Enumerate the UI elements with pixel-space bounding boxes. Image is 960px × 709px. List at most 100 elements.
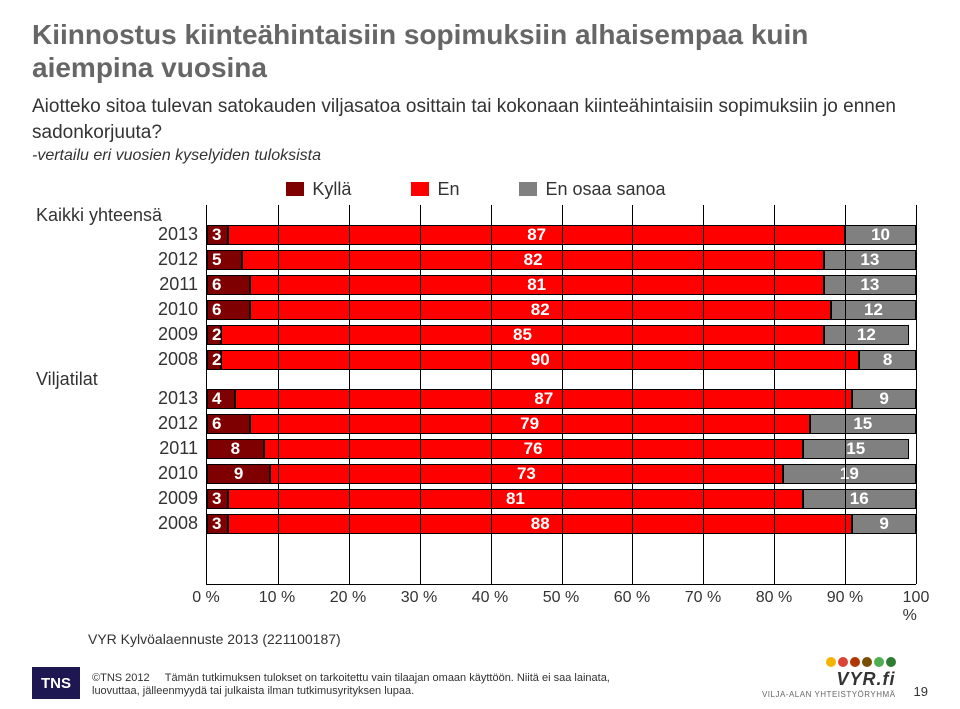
grid-line [632, 205, 633, 584]
grid-line [562, 205, 563, 584]
legend-item: En [411, 179, 459, 200]
group-label: Kaikki yhteensä [36, 205, 162, 226]
bar-value: 73 [517, 464, 536, 484]
row-label: 2008 [158, 349, 198, 370]
vyr-dot-icon [826, 657, 836, 667]
bar-segment: 3 [207, 514, 228, 534]
bar-value: 5 [212, 250, 221, 270]
legend-item: Kyllä [286, 179, 351, 200]
x-tick-label: 40 % [472, 589, 508, 607]
grid-line [916, 205, 917, 584]
bar-value: 82 [524, 250, 543, 270]
bar-segment: 13 [824, 275, 916, 295]
row-label: 2010 [158, 299, 198, 320]
row-label: 2011 [159, 274, 198, 295]
x-tick-label: 0 % [192, 589, 220, 607]
grid-line [774, 205, 775, 584]
legend-label: Kyllä [312, 179, 351, 200]
bar-value: 15 [853, 414, 872, 434]
bar-value: 3 [212, 225, 221, 245]
x-tick-label: 10 % [259, 589, 295, 607]
x-tick-label: 90 % [827, 589, 863, 607]
bar-segment: 6 [207, 414, 250, 434]
bar-segment: 82 [242, 250, 823, 270]
row-label: 2009 [158, 488, 198, 509]
bar-segment: 81 [250, 275, 824, 295]
bar-value: 87 [534, 389, 553, 409]
bar-segment: 12 [824, 325, 909, 345]
bar-value: 12 [864, 300, 883, 320]
bar-value: 90 [531, 350, 550, 370]
bar-segment: 88 [228, 514, 852, 534]
x-tick-label: 80 % [756, 589, 792, 607]
bar-value: 82 [531, 300, 550, 320]
row-label: 2009 [158, 324, 198, 345]
row-label: 2012 [158, 249, 198, 270]
row-label: 2008 [158, 513, 198, 534]
bar-segment: 3 [207, 225, 228, 245]
grid-line [703, 205, 704, 584]
legend-swatch [519, 182, 537, 196]
vyr-logo: VYR.fi VILJA-ALAN YHTEISTYÖRYHMÄ [762, 657, 896, 699]
x-tick-label: 100 % [903, 589, 930, 625]
x-tick-label: 70 % [685, 589, 721, 607]
chart-x-axis: 0 %10 %20 %30 %40 %50 %60 %70 %80 %90 %1… [206, 585, 916, 613]
vyr-dot-icon [886, 657, 896, 667]
vyr-dot-icon [862, 657, 872, 667]
footer-copyright-block: ©TNS 2012 Tämän tutkimuksen tulokset on … [92, 672, 612, 700]
stacked-bar-chart: KylläEnEn osaa sanoa Kaikki yhteensä2013… [36, 173, 916, 613]
row-label: 2012 [158, 413, 198, 434]
row-label: 2013 [158, 388, 198, 409]
bar-segment: 81 [228, 489, 802, 509]
bar-value: 15 [846, 439, 865, 459]
page-subtitle: Aiotteko sitoa tulevan satokauden viljas… [32, 94, 912, 145]
bar-value: 6 [212, 414, 221, 434]
group-label: Viljatilat [36, 369, 98, 390]
bar-segment: 4 [207, 389, 235, 409]
bar-value: 10 [871, 225, 890, 245]
vyr-logo-text: VYR.fi [762, 669, 896, 690]
bar-segment: 76 [264, 439, 803, 459]
x-tick-label: 60 % [614, 589, 650, 607]
vyr-dot-icon [874, 657, 884, 667]
bar-segment: 10 [845, 225, 916, 245]
bar-value: 4 [212, 389, 221, 409]
grid-line [420, 205, 421, 584]
bar-value: 3 [212, 514, 221, 534]
bar-value: 13 [860, 250, 879, 270]
grid-line [845, 205, 846, 584]
legend-swatch [286, 182, 304, 196]
bar-segment: 15 [803, 439, 909, 459]
bar-segment: 5 [207, 250, 242, 270]
footer-disclaimer: Tämän tutkimuksen tulokset on tarkoitett… [92, 672, 610, 698]
bar-segment: 12 [831, 300, 916, 320]
chart-legend: KylläEnEn osaa sanoa [36, 173, 916, 205]
bar-value: 16 [850, 489, 869, 509]
bar-segment: 8 [207, 439, 264, 459]
row-label: 2010 [158, 463, 198, 484]
bar-segment: 8 [859, 350, 916, 370]
bar-value: 85 [513, 325, 532, 345]
bar-segment: 87 [228, 225, 845, 245]
bar-value: 2 [212, 350, 221, 370]
chart-note: -vertailu eri vuosien kyselyiden tuloksi… [32, 147, 928, 165]
footer-row: TNS ©TNS 2012 Tämän tutkimuksen tulokset… [32, 657, 928, 699]
bar-value: 6 [212, 275, 221, 295]
bar-segment: 2 [207, 350, 221, 370]
bar-segment: 79 [250, 414, 810, 434]
bar-value: 6 [212, 300, 221, 320]
row-label: 2013 [158, 224, 198, 245]
grid-line [491, 205, 492, 584]
bar-value: 3 [212, 489, 221, 509]
bar-value: 9 [879, 514, 888, 534]
bar-value: 2 [212, 325, 221, 345]
bar-segment: 87 [235, 389, 852, 409]
bar-segment: 15 [810, 414, 916, 434]
legend-swatch [411, 182, 429, 196]
bar-segment: 85 [221, 325, 824, 345]
vyr-dot-icon [838, 657, 848, 667]
bar-value: 88 [531, 514, 550, 534]
page-root: Kiinnostus kiinteähintaisiin sopimuksiin… [0, 0, 960, 709]
bar-segment: 73 [270, 464, 782, 484]
bar-segment: 82 [250, 300, 831, 320]
